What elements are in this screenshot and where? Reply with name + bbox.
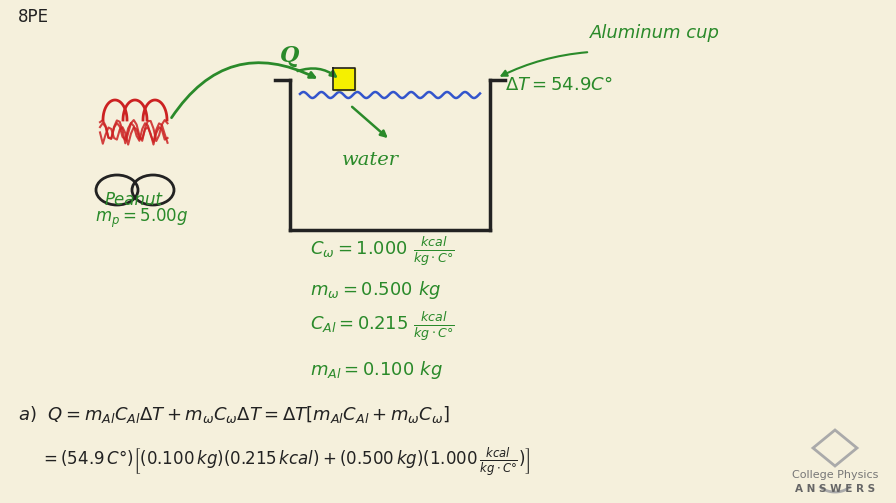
- Text: $m_\omega = 0.500\ kg$: $m_\omega = 0.500\ kg$: [310, 279, 441, 301]
- Text: Aluminum cup: Aluminum cup: [590, 24, 719, 42]
- Bar: [333, 68, 355, 90]
- Text: $\Delta T = 54.9C°$: $\Delta T = 54.9C°$: [505, 76, 613, 94]
- Text: water: water: [341, 151, 399, 169]
- Text: Q: Q: [280, 45, 299, 67]
- Text: $m_p = 5.00g$: $m_p = 5.00g$: [95, 207, 188, 230]
- Text: A N S W E R S: A N S W E R S: [795, 484, 875, 494]
- Text: Peanut: Peanut: [105, 191, 163, 209]
- Text: College Physics: College Physics: [792, 470, 878, 480]
- Text: $a)\ \ Q = m_{Al}C_{Al}\Delta T + m_\omega C_\omega \Delta T = \Delta T\left[m_{: $a)\ \ Q = m_{Al}C_{Al}\Delta T + m_\ome…: [18, 404, 450, 425]
- Text: $m_{Al} = 0.100\ kg$: $m_{Al} = 0.100\ kg$: [310, 359, 443, 381]
- Text: $C_\omega = 1.000\ \frac{kcal}{kg \cdot C°}$: $C_\omega = 1.000\ \frac{kcal}{kg \cdot …: [310, 235, 454, 268]
- Text: $= (54.9\,C°)\left[(0.100\,kg)(0.215\,kcal) + (0.500\,kg)(1.000\,\frac{kcal}{kg : $= (54.9\,C°)\left[(0.100\,kg)(0.215\,kc…: [40, 445, 530, 478]
- Text: $C_{Al} = 0.215\ \frac{kcal}{kg \cdot C°}$: $C_{Al} = 0.215\ \frac{kcal}{kg \cdot C°…: [310, 310, 455, 343]
- Text: 8PE: 8PE: [18, 8, 49, 26]
